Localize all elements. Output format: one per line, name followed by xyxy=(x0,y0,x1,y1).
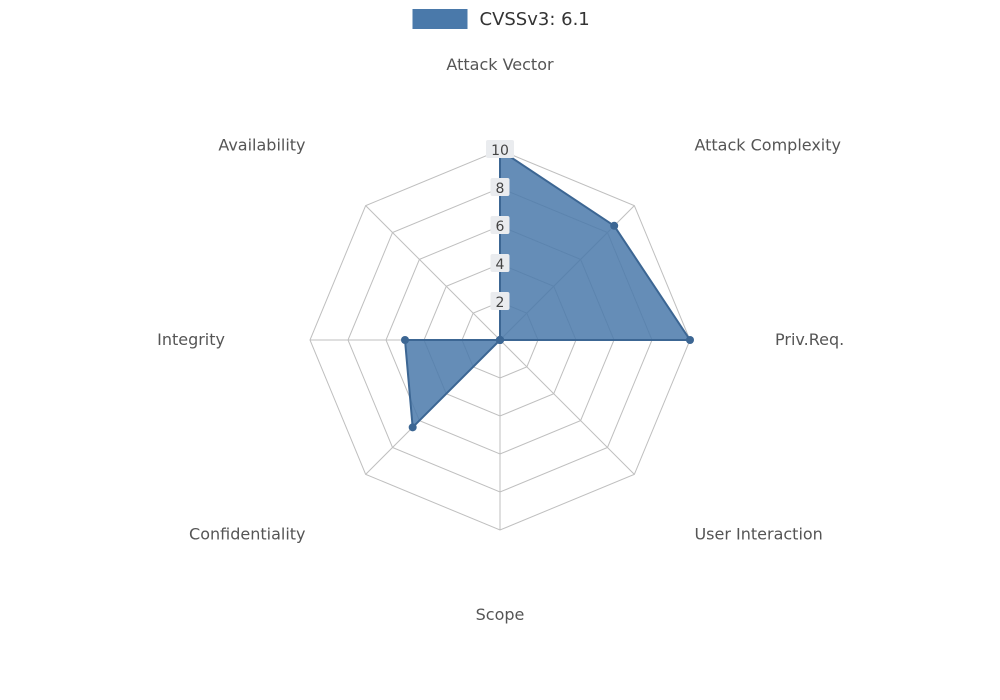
axis-label: Attack Complexity xyxy=(694,136,841,155)
tick-label: 4 xyxy=(496,257,505,273)
axis-label: Integrity xyxy=(157,330,225,349)
radar-chart-container: 2 4 6 8 10 Attack Vector Attack Complexity Priv… xyxy=(0,0,1000,700)
axis-label: Confidentiality xyxy=(189,524,305,543)
data-point xyxy=(610,222,618,230)
data-point xyxy=(401,336,409,344)
tick-label: 2 xyxy=(496,295,505,311)
radar-series xyxy=(405,150,690,427)
tick-label: 10 xyxy=(491,143,509,159)
data-point xyxy=(496,336,504,344)
axis-label: Priv.Req. xyxy=(775,330,844,349)
tick-label: 6 xyxy=(496,219,505,235)
tick-label: 8 xyxy=(496,181,505,197)
axis-label: User Interaction xyxy=(694,524,822,543)
data-point xyxy=(686,336,694,344)
legend-swatch xyxy=(413,9,468,29)
axis-label: Availability xyxy=(218,136,305,155)
radar-chart: 2 4 6 8 10 Attack Vector Attack Complexity Priv… xyxy=(0,0,1000,700)
axis-label: Scope xyxy=(476,605,525,624)
data-point xyxy=(409,423,417,431)
axis-label: Attack Vector xyxy=(446,55,554,74)
legend-label: CVSSv3: 6.1 xyxy=(480,9,590,30)
